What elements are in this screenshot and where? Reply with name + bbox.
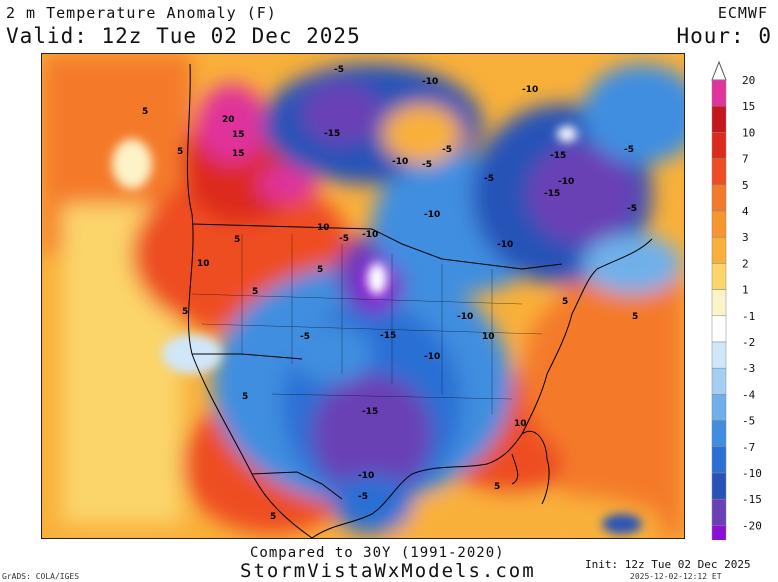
map-label: 5 [252,287,258,297]
colorbar-label: 2 [742,257,749,270]
map-label: 5 [562,297,568,307]
colorbar-swatch [711,289,727,317]
colorbar-label: 10 [742,126,755,139]
colorbar-swatch [711,184,727,212]
map-label: 10 [514,419,527,429]
colorbar-swatch [711,367,727,395]
map-canvas: -5 -10 -15 -5 -10 -15 -5 -10 -5 -10 -15 … [42,54,684,538]
colorbar-swatch [711,132,727,159]
map-label: -15 [380,331,396,341]
climatology-note: Compared to 30Y (1991-2020) [250,545,505,561]
colorbar-label: 7 [742,153,749,166]
anomaly-detail [112,126,642,534]
colorbar-label: -10 [742,467,762,480]
colorbar-swatch [711,341,727,369]
map-label: 10 [197,259,210,269]
colorbar-swatch [711,210,727,238]
colorbar-swatch [711,446,727,474]
map-label: -5 [334,65,344,75]
colorbar-swatch [711,105,727,133]
colorbar-swatch [711,420,727,448]
colorbar-label: -7 [742,441,755,454]
map-label: -10 [362,230,378,240]
map-label: -10 [358,471,374,481]
map-label: -5 [442,145,452,155]
map-label: 5 [142,107,148,117]
state-borders [191,234,543,414]
map-label: 5 [494,482,500,492]
map-label: 5 [177,147,183,157]
anomaly-map: -5 -10 -15 -5 -10 -15 -5 -10 -5 -10 -15 … [41,53,685,539]
map-label: -5 [624,145,634,155]
site-name: StormVistaWxModels.com [240,560,536,582]
colorbar-swatch [711,472,727,500]
grads-credit: GrADS: COLA/IGES [2,572,80,581]
map-label: -15 [544,189,560,199]
color-scale: 20 15 10 7 5 4 3 2 1 -1 -2 -3 -4 -5 -7 -10 -15 -20 [711,60,762,540]
map-label: -5 [358,492,368,502]
map-label: -10 [457,312,473,322]
colorbar-swatch [711,525,727,540]
colorbar-label: -20 [742,519,762,532]
colorbar-label: -1 [742,310,755,323]
map-label: -10 [424,352,440,362]
colorbar-label: -15 [742,493,762,506]
map-label: -5 [422,160,432,170]
map-label: -10 [558,177,574,187]
model-name: ECMWF [717,4,768,22]
map-label: -5 [300,332,310,342]
map-label: 5 [317,265,323,275]
map-label: 15 [232,149,245,159]
colorbar-swatch [711,79,727,107]
chart-title: 2 m Temperature Anomaly (F) [6,4,277,22]
anomaly-field [42,54,684,538]
colorbar-label: 5 [742,179,749,192]
colorbar-label: 1 [742,284,749,297]
colorbar-swatch [711,498,727,526]
colorbar-swatch [711,158,727,186]
colorbar-label: -2 [742,336,755,349]
colorbar-label: 4 [742,205,749,218]
colorbar-swatch [711,315,727,343]
timestamp: 2025-12-02-12:12 ET [630,572,722,581]
map-label: 20 [222,115,235,125]
colorbar-label: 3 [742,231,749,244]
colorbar-label: 15 [742,100,755,113]
colorbar-label: -4 [742,388,756,401]
map-label: -10 [497,240,513,250]
map-label: 5 [632,312,638,322]
map-label: -15 [324,129,340,139]
map-label: -5 [627,204,637,214]
colorbar-label: -3 [742,362,755,375]
colorbar-swatch [711,236,727,264]
map-label: -15 [362,407,378,417]
map-label: -10 [422,77,438,87]
contour-labels: -5 -10 -15 -5 -10 -15 -5 -10 -5 -10 -15 … [142,65,638,522]
map-label: -5 [339,234,349,244]
map-label: -10 [424,210,440,220]
valid-time: Valid: 12z Tue 02 Dec 2025 [6,24,361,48]
forecast-hour: Hour: 0 [676,24,772,48]
map-label: 5 [182,307,188,317]
map-label: 5 [270,512,276,522]
map-label: -15 [550,151,566,161]
init-time: Init: 12z Tue 02 Dec 2025 [585,558,751,571]
map-label: -10 [522,85,538,95]
colorbar-label: 20 [742,74,755,87]
map-label: -5 [484,174,494,184]
map-label: 5 [234,235,240,245]
map-label: 5 [242,392,248,402]
map-label: 15 [232,130,245,140]
map-label: 10 [482,332,495,342]
colorbar-swatch [711,394,727,421]
colorbar-top-arrow [711,60,727,81]
map-label: -10 [392,157,408,167]
coastlines [187,63,653,538]
colorbar-swatch [711,263,727,290]
map-label: 10 [317,223,330,233]
colorbar-label: -5 [742,415,755,428]
